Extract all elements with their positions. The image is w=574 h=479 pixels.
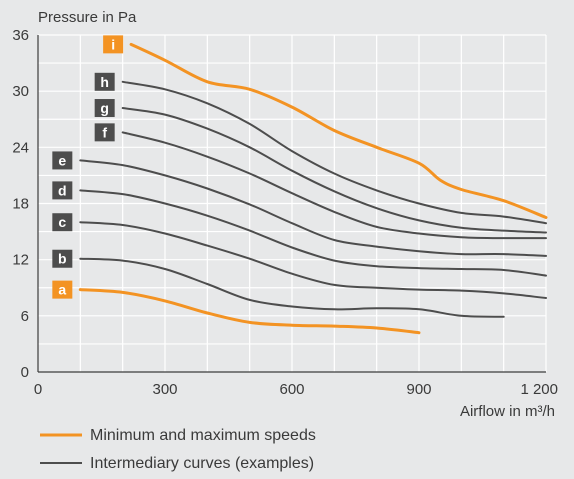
series-line-b	[79, 257, 505, 318]
legend: Minimum and maximum speeds Intermediary c…	[40, 427, 316, 472]
series-line-d	[79, 189, 547, 277]
x-tick-label: 1 200	[520, 381, 558, 398]
axes: 0 6 12 18 24 30 36 0 300 600 900 1 200 Pressure in P…	[12, 9, 558, 420]
curve-label-e: e	[52, 151, 73, 170]
series-lines	[78, 42, 548, 335]
series-line-e	[79, 159, 547, 257]
series-line-h	[121, 80, 547, 225]
curve-label-b: b	[52, 249, 73, 268]
curve-label-a: a	[52, 280, 73, 299]
x-tick-label: 0	[34, 381, 42, 398]
curve-label-text: d	[58, 182, 67, 198]
series-line-a	[78, 288, 421, 335]
series-line-i	[129, 42, 548, 219]
curve-label-text: b	[58, 251, 67, 267]
curve-labels: ab cde fgh i	[52, 35, 124, 299]
x-tick-label: 900	[406, 381, 431, 398]
x-axis-title: Airflow in m³/h	[460, 403, 555, 420]
curve-label-box	[94, 99, 115, 118]
curve-label-box	[52, 151, 73, 170]
series-line-g	[121, 107, 547, 234]
curve-label-box	[52, 280, 73, 299]
curve-label-box	[52, 249, 73, 268]
curve-label-box	[94, 72, 115, 91]
x-tick-label: 300	[152, 381, 177, 398]
y-tick-label: 0	[21, 364, 29, 381]
curve-label-g: g	[94, 99, 115, 118]
curve-label-c: c	[52, 213, 73, 232]
curve-label-box	[52, 181, 73, 200]
curve-label-h: h	[94, 72, 115, 91]
curve-label-text: a	[58, 282, 66, 298]
y-tick-label: 30	[12, 83, 29, 100]
curve-label-box	[52, 213, 73, 232]
series-line-f	[121, 131, 547, 240]
y-tick-label: 12	[12, 252, 29, 269]
curve-label-text: e	[58, 152, 66, 168]
curve-label-text: c	[58, 214, 66, 230]
y-tick-label: 18	[12, 196, 29, 213]
y-axis-title: Pressure in Pa	[38, 9, 137, 26]
curve-label-text: h	[100, 74, 109, 90]
curve-label-box	[94, 123, 115, 142]
x-tick-label: 600	[279, 381, 304, 398]
y-tick-label: 36	[12, 27, 29, 44]
legend-label-minmax: Minimum and maximum speeds	[90, 427, 316, 444]
curve-label-text: g	[100, 100, 109, 116]
curve-label-box	[103, 35, 124, 54]
y-tick-label: 24	[12, 139, 29, 156]
legend-label-intermediate: Intermediary curves (examples)	[90, 455, 314, 472]
curve-label-f: f	[94, 123, 115, 142]
curve-label-text: f	[102, 124, 107, 140]
y-tick-label: 6	[21, 308, 29, 325]
curve-label-d: d	[52, 181, 73, 200]
curve-label-i: i	[103, 35, 124, 54]
series-line-c	[79, 221, 547, 299]
curve-label-text: i	[111, 36, 115, 52]
